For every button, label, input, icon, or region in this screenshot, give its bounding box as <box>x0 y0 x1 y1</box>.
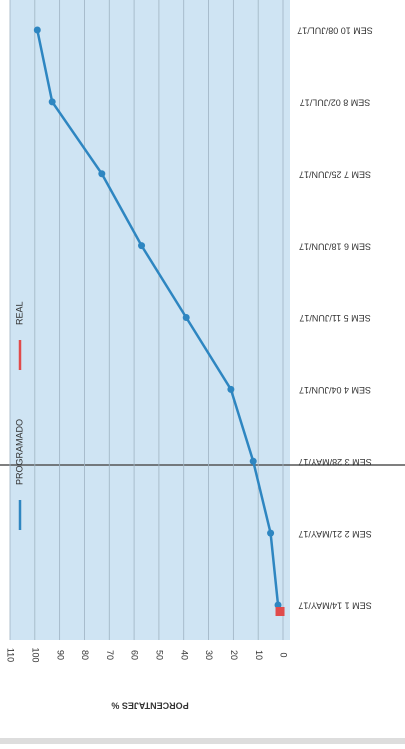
data-point <box>274 601 282 609</box>
x-tick-label: SEM 8 02/JUL/17 <box>300 98 371 108</box>
data-point <box>33 26 41 34</box>
data-point <box>182 314 190 321</box>
y-tick-label: 40 <box>179 650 189 660</box>
x-tick-label: SEM 10 08/JUL/17 <box>297 26 373 36</box>
legend-label: PROGRAMADO <box>14 419 24 485</box>
y-tick-label: 50 <box>155 650 165 660</box>
axis-title: PORCENTAJES % <box>111 701 188 711</box>
x-tick-label: SEM 1 14/MAY/17 <box>298 601 371 611</box>
y-tick-label: 70 <box>105 650 115 660</box>
scrollbar <box>0 738 405 744</box>
data-point <box>267 529 275 537</box>
y-tick-label: 90 <box>55 650 65 660</box>
x-tick-label: SEM 5 11/JUN/17 <box>299 313 370 323</box>
data-point <box>275 607 285 616</box>
data-point <box>48 98 56 106</box>
x-tick-label: SEM 2 21/MAY/17 <box>298 529 371 539</box>
y-tick-label: 80 <box>80 650 90 660</box>
data-point <box>227 385 235 393</box>
x-tick-label: SEM 3 28/MAY/17 <box>298 457 371 467</box>
y-tick-label: 0 <box>279 652 289 657</box>
data-point <box>98 170 106 178</box>
y-tick-label: 20 <box>229 650 239 660</box>
x-tick-label: SEM 4 04/JUN/17 <box>299 385 371 395</box>
x-tick-label: SEM 6 18/JUN/17 <box>299 241 371 251</box>
y-tick-label: 100 <box>30 647 40 662</box>
y-tick-label: 60 <box>130 650 140 660</box>
data-point <box>138 242 146 250</box>
data-point <box>249 457 257 465</box>
legend-label: REAL <box>14 301 24 325</box>
y-tick-label: 10 <box>254 650 264 660</box>
y-tick-label: 110 <box>6 648 16 662</box>
y-tick-label: 30 <box>204 650 214 660</box>
x-tick-label: SEM 7 25/JUN/17 <box>299 169 371 179</box>
